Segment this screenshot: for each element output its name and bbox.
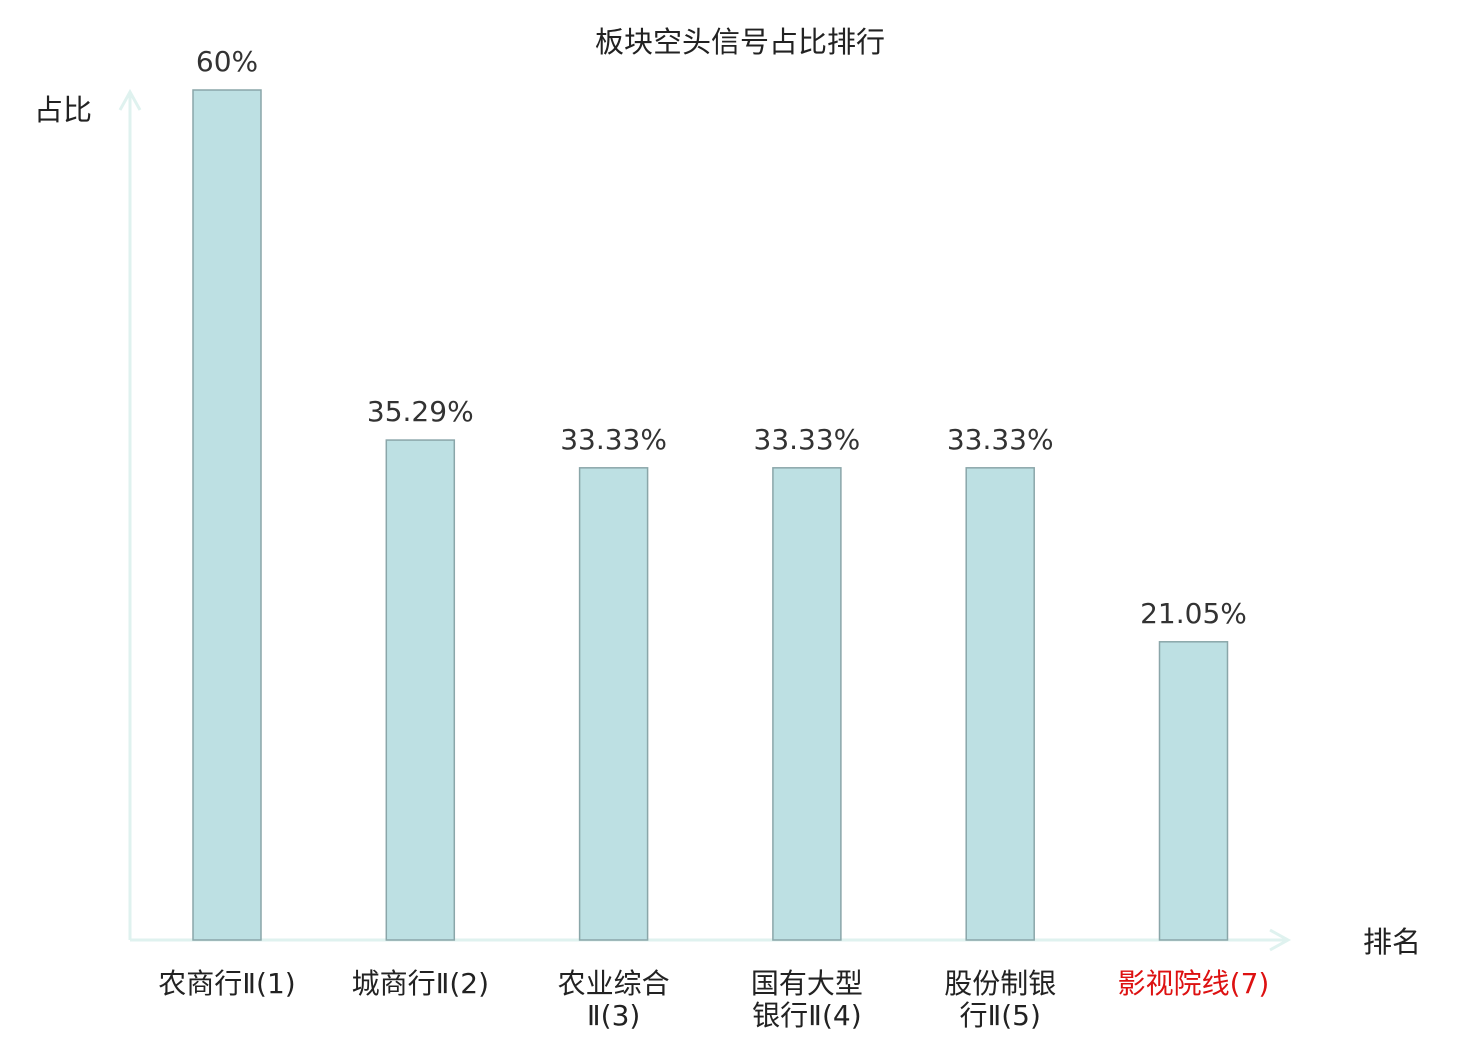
bar [772, 467, 842, 941]
bar [578, 467, 649, 941]
data-label: 35.29% [367, 395, 474, 428]
x-tick-label: 农业综合 [558, 967, 670, 1000]
data-label: 33.33% [947, 423, 1054, 456]
x-tick-label: 农商行Ⅱ(1) [158, 967, 295, 1000]
x-tick-label: 股份制银 [944, 967, 1056, 1000]
bar [1158, 641, 1229, 941]
chart-title: 板块空头信号占比排行 [595, 25, 885, 59]
x-tick-label: 国有大型 [751, 967, 863, 1000]
y-axis-arrow-icon [118, 88, 142, 111]
x-tick-label: 影视院线(7) [1118, 967, 1270, 1000]
x-tick-label: 行Ⅱ(5) [959, 999, 1040, 1032]
bar [965, 467, 1035, 941]
data-label: 33.33% [754, 423, 861, 456]
x-tick-label: 城商行Ⅱ(2) [352, 967, 489, 1000]
y-axis-label: 占比 [34, 93, 92, 127]
bar [385, 439, 456, 941]
data-label: 21.05% [1140, 597, 1247, 630]
x-tick-label: 银行Ⅱ(4) [752, 999, 861, 1032]
data-label: 33.33% [560, 423, 667, 456]
x-axis-arrow-icon [1269, 928, 1292, 952]
x-axis-label: 排名 [1363, 925, 1421, 959]
data-label: 60% [196, 45, 258, 78]
bar [192, 89, 262, 941]
x-tick-label: Ⅱ(3) [587, 999, 640, 1032]
